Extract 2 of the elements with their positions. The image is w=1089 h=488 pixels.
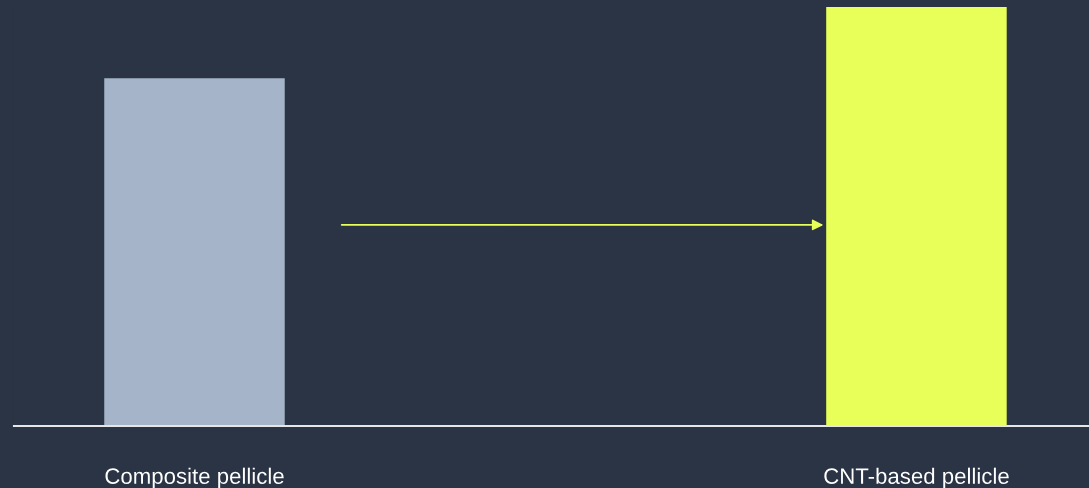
- x-tick-label: CNT-based pellicle: [824, 467, 1009, 488]
- x-tick-label: Composite pellicle: [105, 467, 284, 488]
